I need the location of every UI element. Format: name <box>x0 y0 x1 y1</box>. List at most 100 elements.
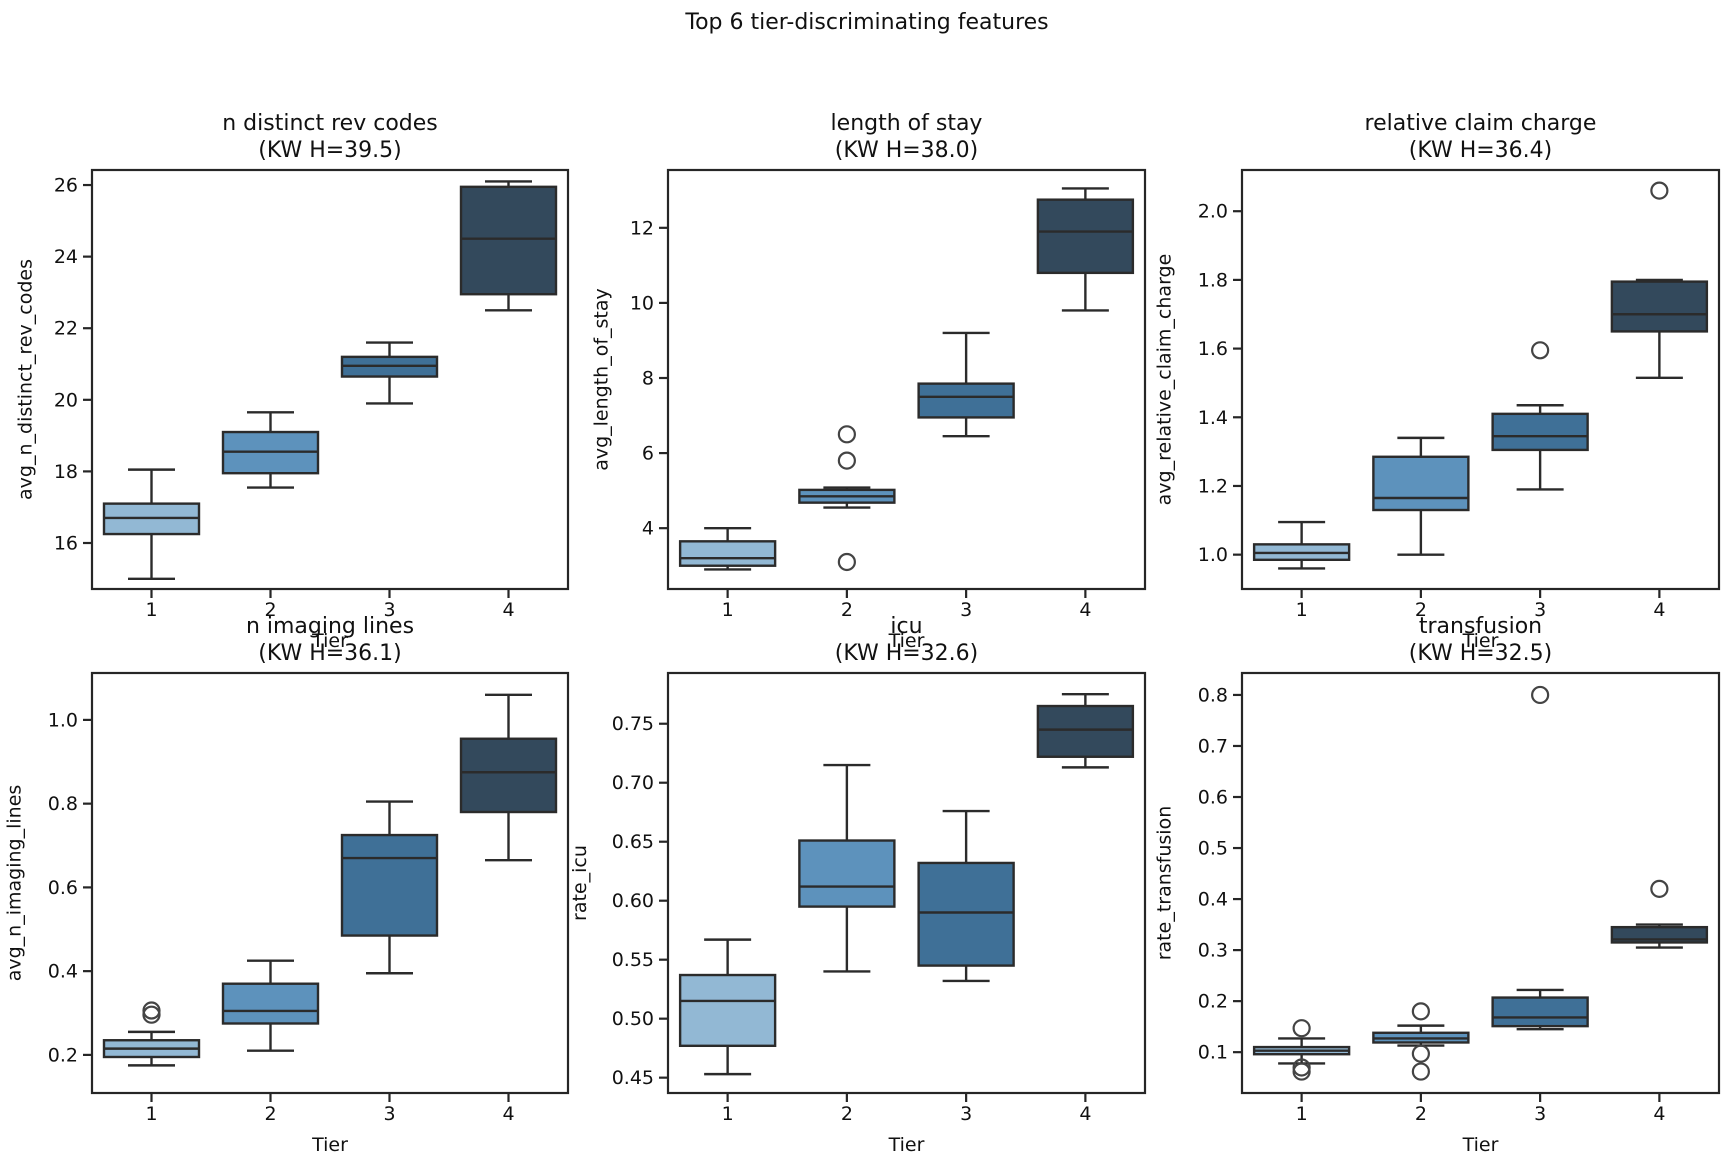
box-tier-1 <box>678 973 777 1048</box>
x-tick-label: 4 <box>1079 1103 1091 1125</box>
x-tick-label: 3 <box>1534 1103 1546 1125</box>
subplot-subtitle: (KW H=38.0) <box>835 138 979 163</box>
subplot-subtitle: (KW H=39.5) <box>258 138 402 163</box>
y-tick-label: 0.8 <box>1198 684 1228 706</box>
x-tick-label: 1 <box>145 1103 157 1125</box>
y-tick-label: 0.6 <box>48 877 78 899</box>
axes-spines <box>666 168 1147 591</box>
outlier-point <box>1292 1019 1311 1038</box>
figure-title: Top 6 tier-discriminating features <box>685 10 1049 35</box>
y-tick-label: 0.2 <box>48 1044 78 1066</box>
y-axis-label: avg_n_distinct_rev_codes <box>14 259 36 500</box>
y-tick-label: 0.7 <box>1198 735 1228 757</box>
y-tick-label: 1.4 <box>1198 407 1228 429</box>
x-tick-label: 1 <box>1296 599 1308 621</box>
x-axis-label: Tier <box>888 630 925 652</box>
y-tick-label: 4 <box>642 518 654 540</box>
outlier-point <box>1411 1002 1430 1021</box>
y-tick-label: 2.0 <box>1198 201 1228 223</box>
x-tick-label: 3 <box>1534 599 1546 621</box>
y-tick-label: 12 <box>630 217 654 239</box>
subplot-title: length of stay <box>831 111 983 136</box>
outlier-point <box>1292 1062 1311 1081</box>
x-axis-label: Tier <box>311 1134 348 1156</box>
x-tick-label: 1 <box>722 599 734 621</box>
y-tick-label: 0.55 <box>612 949 654 971</box>
axes-spines <box>90 168 570 591</box>
y-tick-label: 0.1 <box>1198 1042 1228 1064</box>
x-tick-label: 2 <box>264 1103 276 1125</box>
outlier-point <box>1650 181 1669 200</box>
box-tier-4 <box>1036 704 1135 758</box>
axes-background <box>1242 170 1719 589</box>
x-tick-label: 1 <box>145 599 157 621</box>
y-tick-label: 0.45 <box>612 1067 654 1089</box>
x-axis-label: Tier <box>311 630 348 652</box>
outlier-point <box>837 552 856 572</box>
y-axis-label: avg_n_imaging_lines <box>4 785 26 982</box>
y-tick-label: 1.6 <box>1198 338 1228 360</box>
y-tick-label: 1.8 <box>1198 269 1228 291</box>
box-tier-4 <box>459 185 558 296</box>
subplot-subtitle: (KW H=32.6) <box>835 641 979 666</box>
y-tick-label: 0.6 <box>1198 787 1228 809</box>
y-axis-label: avg_relative_claim_charge <box>1154 254 1176 506</box>
axes-background <box>92 673 568 1093</box>
subplot-subtitle: (KW H=36.4) <box>1409 138 1553 163</box>
x-tick-label: 1 <box>1296 1103 1308 1125</box>
subplot-title: icu <box>890 614 922 639</box>
box-tier-4 <box>1036 198 1135 275</box>
axes-spines <box>666 671 1147 1095</box>
y-tick-label: 6 <box>642 443 654 465</box>
outlier-point <box>142 1001 161 1020</box>
x-tick-label: 3 <box>960 599 972 621</box>
outlier-point <box>837 425 856 444</box>
y-tick-label: 18 <box>54 461 78 483</box>
box-tier-3 <box>1491 996 1589 1028</box>
x-tick-label: 4 <box>1079 599 1091 621</box>
subplot-title: relative claim charge <box>1365 111 1597 136</box>
y-tick-label: 0.60 <box>612 890 654 912</box>
x-tick-label: 3 <box>383 599 395 621</box>
subplot-subtitle: (KW H=36.1) <box>258 641 402 666</box>
axes-spines <box>90 671 570 1095</box>
subplot-title: n distinct rev codes <box>222 111 438 136</box>
y-tick-label: 24 <box>54 246 78 268</box>
y-tick-label: 0.75 <box>612 713 654 735</box>
outlier-point <box>1531 341 1550 360</box>
y-tick-label: 0.4 <box>48 961 78 983</box>
box-tier-4 <box>1610 280 1709 333</box>
x-tick-label: 2 <box>1415 599 1427 621</box>
box-tier-3 <box>917 861 1015 967</box>
x-tick-label: 3 <box>960 1103 972 1125</box>
box-tier-2 <box>798 839 896 908</box>
outlier-point <box>1411 1044 1430 1063</box>
axes-spines <box>1240 168 1721 591</box>
y-tick-label: 1.0 <box>1198 544 1228 566</box>
y-axis-label: avg_length_of_stay <box>590 288 612 471</box>
box-tier-2 <box>1372 455 1470 512</box>
y-tick-label: 0.70 <box>612 772 654 794</box>
x-tick-label: 2 <box>841 1103 853 1125</box>
y-tick-label: 10 <box>630 292 654 314</box>
x-tick-label: 2 <box>264 599 276 621</box>
subplot-title: transfusion <box>1419 614 1542 639</box>
y-tick-label: 0.3 <box>1198 940 1228 962</box>
box-tier-3 <box>340 833 439 937</box>
box-tier-1 <box>678 540 777 567</box>
outlier-point <box>1411 1062 1430 1081</box>
subplot-title: n imaging lines <box>246 614 414 639</box>
x-tick-label: 4 <box>502 599 514 621</box>
y-tick-label: 0.50 <box>612 1008 654 1030</box>
y-tick-label: 1.2 <box>1198 475 1228 497</box>
outlier-point <box>837 451 856 470</box>
subplot-subtitle: (KW H=32.5) <box>1409 641 1553 666</box>
outlier-point <box>1650 879 1669 898</box>
y-tick-label: 0.65 <box>612 831 654 853</box>
x-axis-label: Tier <box>1462 1134 1499 1156</box>
x-tick-label: 2 <box>841 599 853 621</box>
axes-background <box>1242 673 1719 1093</box>
x-tick-label: 3 <box>383 1103 395 1125</box>
